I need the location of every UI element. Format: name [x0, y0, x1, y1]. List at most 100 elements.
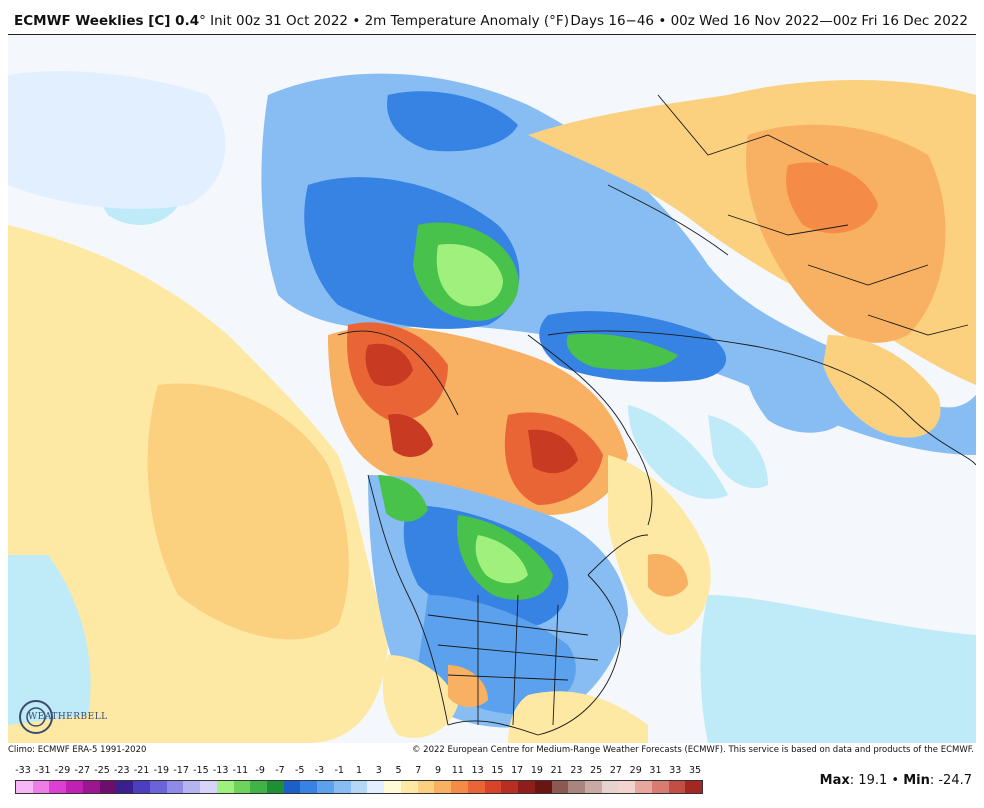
alaska-warm-peak — [365, 343, 413, 387]
greenland-outline — [527, 334, 653, 526]
legend-tick-label: 31 — [649, 765, 662, 776]
legend-swatch — [133, 781, 150, 793]
pacific-cool-patch — [8, 555, 91, 725]
legend-swatch — [467, 781, 485, 793]
copyright-note: © 2022 European Centre for Medium-Range … — [411, 745, 974, 755]
legend-swatch — [367, 781, 385, 793]
legend-swatch — [484, 781, 502, 793]
logo-swirl-inner — [26, 707, 46, 727]
caspian-strong-cold — [566, 333, 678, 370]
legend-tick-label: 35 — [688, 765, 702, 776]
legend-swatch — [99, 781, 117, 793]
legend-tick-label: 19 — [530, 765, 543, 776]
legend-tick-label: 13 — [471, 765, 484, 776]
legend-tick-label: 33 — [669, 765, 682, 776]
tropical-atlantic-cool — [700, 595, 976, 743]
legend-swatch — [350, 781, 368, 793]
legend-colorbar — [15, 780, 703, 794]
valid-period: Days 16−46 • 00z Wed 16 Nov 2022—00z Fri… — [570, 13, 968, 29]
legend-swatch — [317, 781, 334, 793]
siberia-extreme-cold — [436, 244, 503, 307]
gulf-warm-region — [508, 691, 648, 743]
state-borders — [427, 594, 599, 726]
atlantic-warm-core — [648, 554, 688, 597]
legend-swatch — [216, 781, 234, 793]
legend-tick-label: -33 — [15, 765, 31, 776]
legend-swatch — [601, 781, 619, 793]
baffin-warm-peak — [528, 429, 578, 474]
legend-swatch — [568, 781, 585, 793]
legend-tick-label: -19 — [153, 765, 170, 776]
legend-tick-label: -3 — [314, 765, 325, 776]
legend-tick-label: 21 — [550, 765, 563, 776]
legend-swatch — [333, 781, 351, 793]
legend-ticks: -33 -31 -29 -27 -25 -23 -21 -19 -17 -15 -13 -11 -9 -7… — [15, 765, 703, 778]
legend-tick-label: -31 — [34, 765, 51, 776]
chart-title: ECMWF Weeklies [C] 0.4° Init 00z 31 Oct … — [14, 13, 569, 29]
legend-swatch — [149, 781, 167, 793]
hudson-extreme-cold — [475, 535, 528, 584]
legend-tick-label: -15 — [193, 765, 209, 776]
north-pacific-light — [8, 71, 226, 209]
legend-swatch — [518, 781, 535, 793]
climo-note: Climo: ECMWF ERA-5 1991-2020 — [8, 745, 147, 755]
atlantic-warm-region — [608, 455, 711, 635]
legend-swatch — [16, 781, 33, 793]
yukon-warm-peak — [388, 414, 433, 457]
legend-tick-label: -23 — [114, 765, 130, 776]
legend-swatch — [183, 781, 201, 793]
legend-swatch — [651, 781, 669, 793]
legend-tick-label: -29 — [54, 765, 71, 776]
min-label: Min — [903, 773, 930, 788]
min-value: -24.7 — [938, 773, 972, 788]
legend-tick-label: -1 — [334, 765, 344, 776]
legend-tick-label: -11 — [232, 765, 249, 776]
logo-swirl — [19, 700, 53, 734]
bc-strong-cold — [378, 475, 428, 522]
legend-swatch — [451, 781, 468, 793]
legend-swatch — [534, 781, 552, 793]
legend-swatch — [417, 781, 435, 793]
legend-swatch — [584, 781, 602, 793]
legend-tick-label: 25 — [590, 765, 603, 776]
legend-swatch — [166, 781, 184, 793]
legend-swatch — [283, 781, 301, 793]
east-coast-outline — [587, 534, 649, 576]
legend-tick-label: 15 — [491, 765, 504, 776]
logo-text: WEATHERBELL — [28, 712, 108, 722]
legend-swatch — [685, 781, 703, 793]
legend-tick-label: 29 — [629, 765, 642, 776]
legend-swatch — [32, 781, 50, 793]
legend-swatch — [66, 781, 83, 793]
china-cold-region — [744, 335, 848, 433]
title-details: ° Init 00z 31 Oct 2022 • 2m Temperature … — [199, 13, 569, 29]
legend-swatch — [384, 781, 401, 793]
legend-tick-label: 7 — [415, 765, 422, 776]
alaska-outline — [337, 330, 459, 416]
legend-swatch — [501, 781, 519, 793]
legend-swatch — [200, 781, 217, 793]
legend-swatch — [233, 781, 251, 793]
eurasia-coast-outline — [547, 330, 976, 466]
east-siberia-cold — [387, 91, 518, 152]
middle-east-warm-peak — [786, 162, 878, 234]
legend-tick-label: -9 — [255, 765, 265, 776]
temperature-anomaly-map — [8, 35, 976, 743]
weatherbell-logo — [19, 700, 53, 734]
legend-tick-label: 5 — [395, 765, 402, 776]
max-min-readout: Max: 19.1 • Min: -24.7 — [819, 773, 972, 788]
legend-swatch — [434, 781, 452, 793]
legend-swatch — [250, 781, 268, 793]
legend-tick-label: -25 — [94, 765, 110, 776]
legend-swatch — [668, 781, 686, 793]
legend-swatch — [49, 781, 67, 793]
gulf-coast-outline — [447, 574, 622, 736]
west-coast-outline — [367, 474, 449, 726]
max-value: 19.1 — [858, 773, 888, 788]
legend-swatch — [300, 781, 318, 793]
coastlines — [337, 94, 976, 736]
legend-tick-label: -13 — [212, 765, 229, 776]
north-atlantic-cool — [628, 405, 728, 499]
legend-tick-label: -7 — [275, 765, 285, 776]
legend-tick-label: 9 — [435, 765, 442, 776]
